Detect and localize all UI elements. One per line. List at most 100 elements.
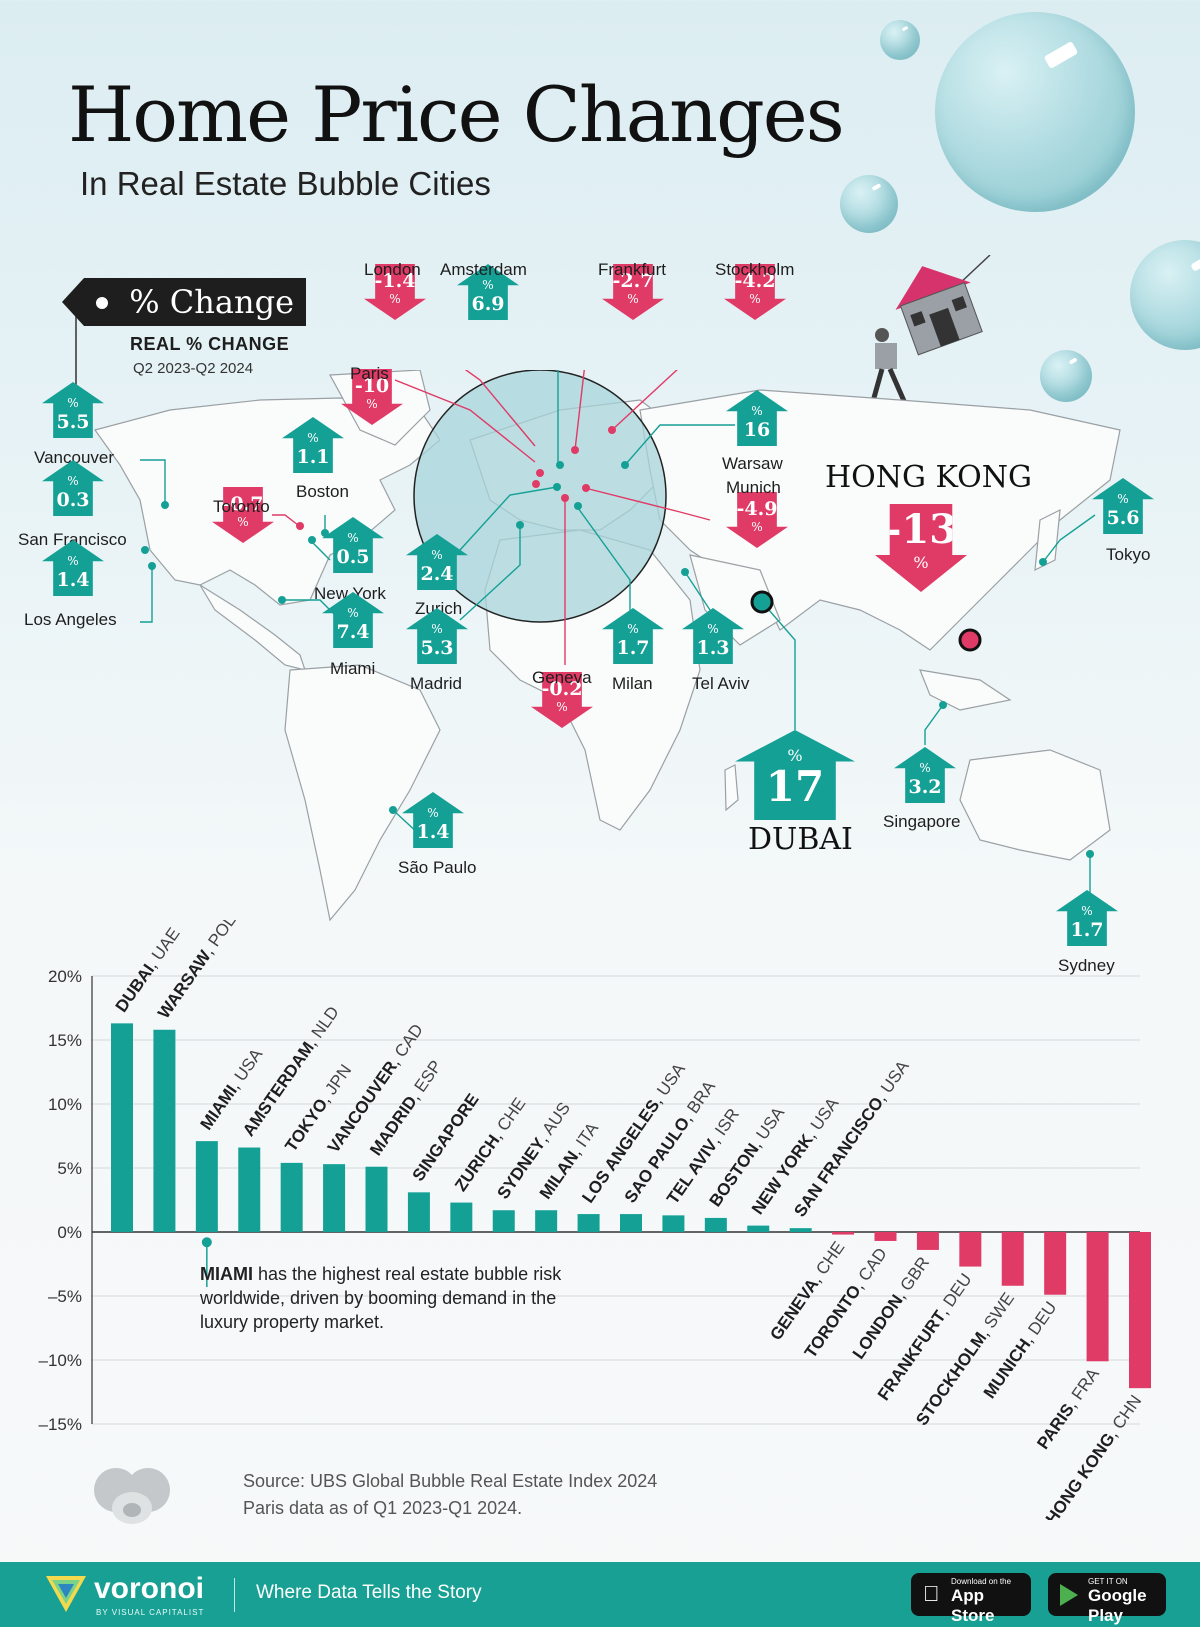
annotation-city: MIAMI [200,1264,253,1284]
boston-label: Boston [296,482,349,501]
bar-country-label: CHN [1109,1392,1146,1433]
munich-label: Munich [726,478,781,497]
bar-country-label: CAD [855,1244,891,1284]
bar-country-label: USA [807,1094,843,1134]
bar-label: PARIS, FRA [1033,1364,1103,1453]
annotation-text: has the highest real estate bubble risk … [200,1264,562,1332]
bar-country-label: DEU [1024,1298,1060,1338]
singapore-label: Singapore [883,812,961,831]
bar-miami [195,1141,218,1232]
geneva-label: Geneva [532,668,592,687]
city-dots [141,426,1094,858]
bar-vancouver [323,1164,346,1232]
google-play-text: Google Play [1088,1586,1147,1625]
source-footnote: Paris data as of Q1 2023-Q1 2024. [243,1498,523,1518]
bar-frankfurt [959,1232,982,1267]
percent-sign: % [347,531,359,545]
bubble-small-decoration [880,20,920,60]
toronto-change-value: -0.7 [222,493,264,515]
percent-sign: % [919,761,931,775]
san-francisco-change-value: 0.3 [56,489,90,511]
percent-sign: % [749,292,761,306]
vancouver-change-value: 5.5 [56,411,90,433]
percent-sign: % [307,431,319,445]
tel-aviv-label: Tel Aviv [692,674,750,693]
bar-country-label: CAD [391,1020,427,1060]
percent-sign: % [67,554,79,568]
sydney-label: Sydney [1058,956,1115,975]
los-angeles-change-value: 1.4 [56,569,90,591]
legend-measure-label: REAL % CHANGE [130,334,290,354]
bar-country-label: BRA [683,1077,719,1117]
percent-sign: % [67,474,79,488]
brand-subtitle: BY VISUAL CAPITALIST [96,1608,205,1617]
legend-dot [94,295,110,311]
arabia-shape [689,554,781,646]
dubai-arrow: % 17 [735,730,855,820]
y-tick-label: 10% [48,1095,82,1114]
bar-warsaw [153,1029,176,1232]
bar-dubai [111,1023,133,1232]
warsaw-label: Warsaw [722,454,783,473]
floating-house-illustration [869,255,991,406]
percent-sign: % [1081,904,1093,918]
bubble-large-decoration [935,12,1135,212]
bar-hong-kong [1129,1232,1151,1389]
google-play-badge[interactable]: GET IT ON Google Play [1048,1573,1166,1625]
paris-label: Paris [350,364,389,383]
bar-country-label: USA [653,1059,689,1099]
percent-sign: % [751,520,763,534]
bar-boston [704,1217,727,1232]
bar-los-angeles [577,1214,600,1232]
bar-new-york [747,1225,770,1232]
amsterdam-label: Amsterdam [440,260,527,279]
bubble-small-decoration [840,175,898,233]
y-tick-label: 15% [48,1031,82,1050]
percent-sign: % [787,746,803,765]
percent-sign: % [751,404,763,418]
bar-madrid [365,1166,388,1232]
brand-name[interactable]: voronoi [94,1572,204,1605]
percent-sign: % [431,622,443,636]
warsaw-change-value: 16 [743,419,771,441]
miami-label: Miami [330,659,376,678]
sydney-change-value: 1.7 [1070,919,1104,941]
y-tick-label: –10% [39,1351,82,1370]
percent-sign: % [913,553,929,572]
bubble-small-decoration [1040,350,1092,402]
percent-sign: % [431,548,443,562]
percent-sign: % [67,396,79,410]
bar-country-label: USA [877,1057,913,1097]
app-store-text: App Store [951,1586,995,1625]
footer-divider [234,1578,235,1612]
geneva-change-value: -0.2 [541,678,583,700]
footer-tagline: Where Data Tells the Story [256,1582,482,1603]
new-york-label: New York [314,584,386,603]
bar-chart: 20%15%10%5%0%–5%–10%–15%DUBAI, UAEWARSAW… [39,920,1151,1520]
bar-tel-aviv [662,1215,685,1232]
app-store-badge[interactable]:  Download on the App Store [911,1573,1031,1625]
miami-change-value: 7.4 [336,621,370,643]
source-note: Source: UBS Global Bubble Real Estate In… [243,1468,657,1522]
source-line: Source: UBS Global Bubble Real Estate In… [243,1471,658,1491]
new-york-change-value: 0.5 [336,546,370,568]
percent-sign: % [366,397,378,411]
madrid-label: Madrid [410,674,462,693]
play-icon [1060,1584,1078,1606]
tel-aviv-change-value: 1.3 [696,637,730,659]
bar-san-francisco [789,1228,812,1232]
tokyo-change-value: 5.6 [1106,507,1140,529]
world-map [94,370,1121,922]
percent-sign: % [1117,492,1129,506]
bar-tokyo [280,1162,303,1232]
y-tick-label: –5% [48,1287,82,1306]
bar-singapore [407,1192,430,1232]
percent-sign: % [347,606,359,620]
y-tick-label: 5% [57,1159,82,1178]
bar-geneva [832,1232,855,1235]
bar-country-label: USA [753,1103,789,1143]
app-store-small-text: Download on the [951,1577,1012,1586]
bar-zurich [450,1202,473,1232]
london-label: London [364,260,421,279]
bar-country-label: CHE [493,1094,529,1134]
